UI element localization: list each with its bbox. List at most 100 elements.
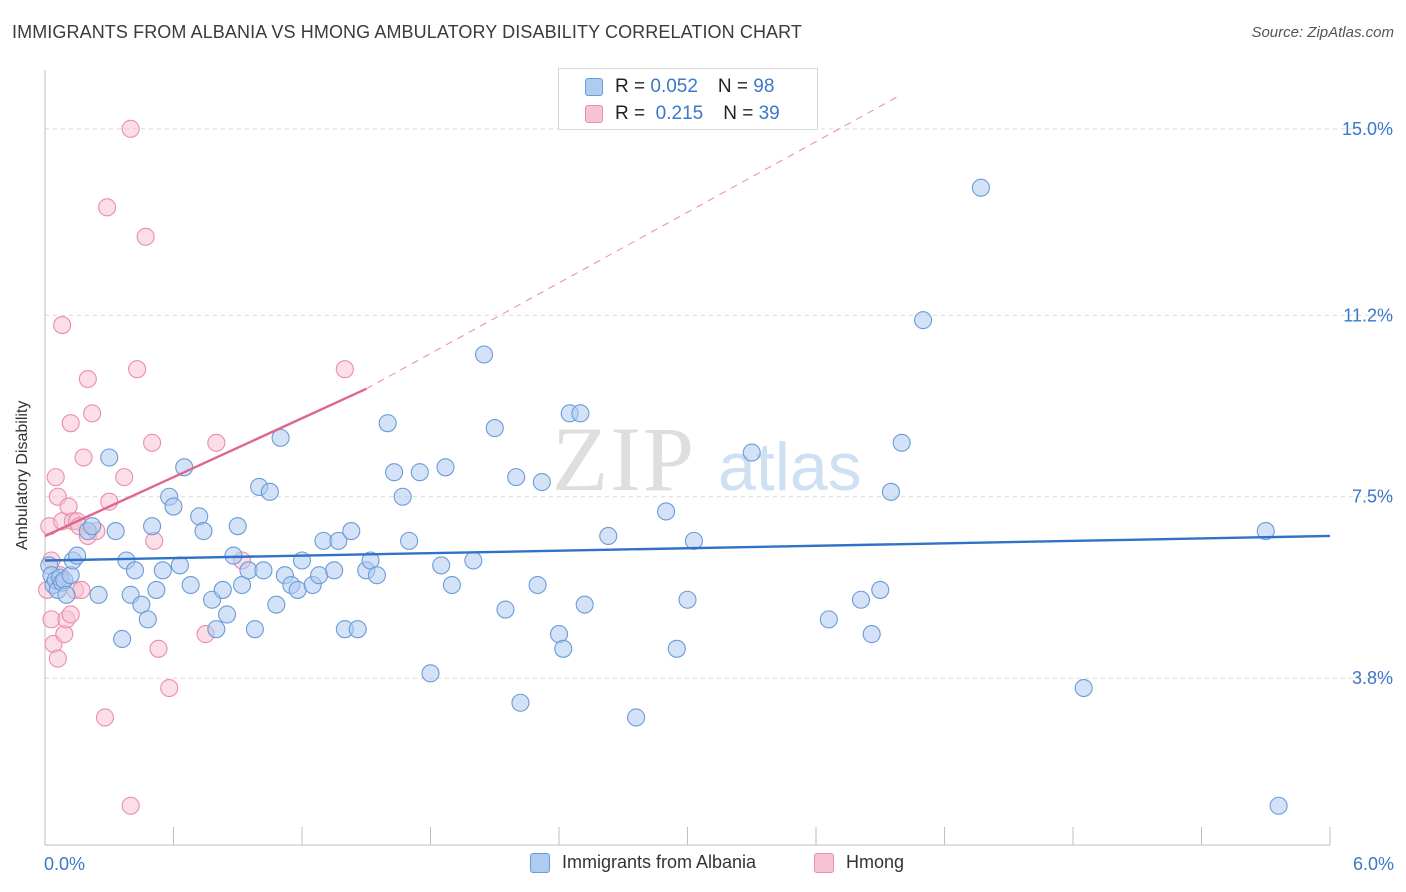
hmong-legend-label: Hmong (846, 852, 905, 872)
point-blue-98 (971, 178, 990, 197)
y-tick-label-0: 3.8% (1352, 668, 1393, 688)
x-tick-label-max: 6.0% (1353, 854, 1394, 874)
point-blue-61 (367, 566, 387, 585)
y-tick-label-1: 7.5% (1352, 487, 1393, 507)
point-pink-5 (46, 468, 65, 487)
point-blue-49 (288, 580, 307, 599)
y-axis-label: Ambulatory Disability (14, 400, 31, 550)
point-pink-20 (72, 580, 91, 599)
x-tick-label-min: 0.0% (44, 854, 85, 874)
point-blue-16 (106, 522, 125, 541)
series-legend: Immigrants from Albania Hmong (0, 852, 1406, 878)
point-blue-11 (68, 546, 87, 565)
point-blue-8 (57, 585, 76, 604)
source-label: Source: ZipAtlas.com (1251, 24, 1394, 41)
point-blue-69 (436, 458, 455, 477)
axes (44, 70, 1331, 846)
point-blue-70 (442, 575, 461, 595)
point-pink-36 (149, 639, 168, 658)
point-blue-22 (138, 610, 157, 629)
point-blue-64 (393, 487, 412, 506)
point-blue-55 (329, 531, 348, 550)
point-pink-31 (121, 119, 140, 138)
point-pink-6 (48, 649, 67, 668)
point-blue-36 (217, 605, 237, 624)
point-blue-74 (496, 600, 515, 619)
point-blue-38 (228, 517, 247, 536)
y-tick-label-3: 15.0% (1342, 119, 1393, 139)
point-blue-72 (474, 345, 494, 364)
point-blue-62 (378, 414, 397, 433)
point-blue-30 (181, 575, 200, 595)
hmong-swatch (585, 105, 603, 123)
point-blue-88 (678, 590, 697, 609)
point-blue-71 (464, 551, 483, 570)
point-blue-41 (245, 620, 264, 639)
point-blue-25 (153, 561, 172, 580)
watermark: ZIP atlas (552, 408, 862, 510)
point-blue-101 (1269, 796, 1288, 815)
point-blue-54 (325, 561, 344, 580)
point-blue-15 (100, 448, 119, 467)
point-blue-23 (143, 517, 162, 536)
point-blue-99 (1074, 678, 1093, 698)
point-pink-39 (207, 433, 226, 452)
point-blue-85 (627, 708, 646, 727)
point-pink-32 (128, 360, 147, 379)
point-blue-92 (851, 590, 871, 609)
point-pink-21 (74, 448, 93, 467)
point-blue-83 (575, 595, 594, 614)
point-blue-84 (599, 526, 618, 546)
point-blue-100 (1256, 522, 1275, 541)
x-tick-labels: 0.0% 6.0% (44, 854, 1394, 874)
watermark-atlas: atlas (718, 429, 862, 505)
point-blue-14 (89, 585, 108, 604)
point-blue-24 (147, 580, 166, 599)
point-blue-27 (164, 497, 183, 516)
point-pink-33 (136, 227, 155, 246)
point-blue-78 (532, 472, 551, 492)
point-blue-86 (657, 502, 676, 521)
trend-extension-pink (365, 94, 902, 390)
point-blue-45 (267, 595, 286, 614)
point-pink-27 (98, 198, 117, 217)
legend-item-hmong[interactable]: Hmong (814, 852, 904, 873)
point-pink-10 (53, 316, 72, 335)
point-blue-90 (742, 443, 761, 462)
point-blue-91 (819, 610, 838, 629)
point-pink-34 (143, 433, 162, 452)
y-tick-label-2: 11.2% (1343, 305, 1393, 325)
point-blue-82 (571, 404, 590, 423)
point-pink-37 (160, 678, 179, 698)
point-pink-23 (78, 369, 97, 389)
legend-item-albania[interactable]: Immigrants from Albania (530, 852, 756, 873)
point-blue-76 (511, 693, 530, 712)
point-blue-87 (667, 639, 686, 658)
albania-legend-label: Immigrants from Albania (562, 852, 757, 872)
watermark-zip: ZIP (552, 408, 696, 510)
point-blue-34 (207, 620, 226, 639)
point-blue-80 (554, 639, 573, 658)
chart-title: IMMIGRANTS FROM ALBANIA VS HMONG AMBULAT… (12, 22, 803, 42)
n-value: 39 (758, 103, 780, 124)
point-blue-63 (385, 463, 404, 482)
albania-legend-swatch (530, 852, 550, 873)
point-blue-93 (862, 625, 881, 644)
point-pink-29 (115, 468, 134, 487)
point-blue-73 (485, 419, 504, 438)
point-blue-67 (421, 664, 440, 683)
point-blue-13 (83, 517, 102, 536)
point-pink-24 (83, 404, 102, 423)
point-blue-52 (310, 566, 329, 585)
point-pink-15 (61, 605, 80, 624)
point-blue-66 (410, 463, 429, 482)
point-pink-41 (335, 360, 354, 379)
trend-line-blue (44, 534, 1331, 562)
albania-swatch (585, 78, 603, 96)
point-blue-32 (194, 522, 213, 541)
point-blue-44 (260, 482, 279, 501)
r-value: 0.215 (650, 103, 704, 124)
point-blue-17 (113, 629, 132, 649)
point-blue-20 (125, 561, 144, 580)
